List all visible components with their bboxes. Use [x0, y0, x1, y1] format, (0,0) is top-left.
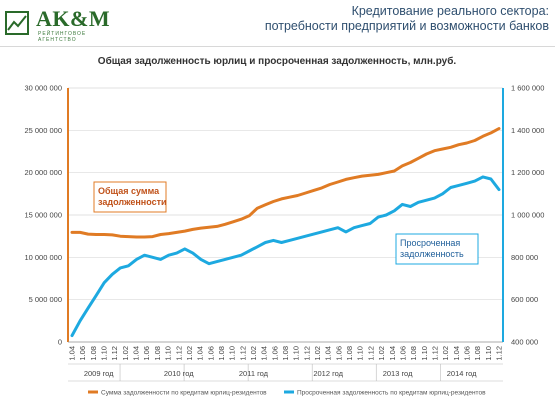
x-tick-label: 1.12: [495, 346, 504, 361]
slide-title-line2: потребности предприятий и возможности ба…: [264, 19, 549, 33]
x-tick-label: 1.12: [110, 346, 119, 361]
overdue-debt-label-text: Просроченная: [400, 238, 460, 248]
x-tick-label: 1.10: [164, 346, 173, 361]
x-tick-label: 1.10: [228, 346, 237, 361]
x-tick-label: 1.08: [409, 346, 418, 361]
y-left-tick-label: 20 000 000: [24, 168, 62, 177]
y-left-tick-label: 25 000 000: [24, 126, 62, 135]
y-right-tick-label: 1 400 000: [511, 126, 544, 135]
x-tick-label: 1.06: [142, 346, 151, 361]
y-right-tick-label: 600 000: [511, 295, 538, 304]
x-tick-label: 1.08: [281, 346, 290, 361]
year-labels: 2009 год 2010 год 2011 год 2012 год 2013 год…: [68, 363, 503, 382]
x-tick-label: 1.02: [377, 346, 386, 361]
x-tick-label: 1.08: [89, 346, 98, 361]
y-left-tick-label: 5 000 000: [29, 295, 62, 304]
chart-title: Общая задолженность юрлиц и просроченная…: [98, 55, 457, 67]
x-tick-label: 1.06: [78, 346, 87, 361]
y-left-tick-label: 15 000 000: [24, 211, 62, 220]
chart-gridlines: [68, 87, 503, 343]
chart-series: [70, 127, 501, 338]
x-tick-label: 1.08: [153, 346, 162, 361]
logo-subtitle: РЕЙТИНГОВОЕ АГЕНТСТВО: [38, 31, 87, 43]
total-debt-label-text: Общая сумма: [98, 186, 160, 196]
overdue-debt-label-text: задолженность: [400, 249, 464, 259]
x-tick-label: 1.06: [398, 346, 407, 361]
y-left-tick-label: 10 000 000: [24, 253, 62, 262]
y-right-tick-label: 1 000 000: [511, 211, 544, 220]
x-tick-label: 1.08: [217, 346, 226, 361]
x-tick-label: 1.04: [260, 346, 269, 361]
x-tick-label: 1.02: [249, 346, 258, 361]
year-label: 2010 год: [164, 369, 194, 378]
x-tick-label: 1.02: [313, 346, 322, 361]
x-tick-label: 1.02: [441, 346, 450, 361]
y-right-tick-label: 400 000: [511, 338, 538, 347]
legend-total-label: Сумма задолженности по кредитам юрлиц-ре…: [101, 390, 267, 397]
total-debt-label-text: задолженности: [98, 197, 167, 207]
y-left-tick-label: 0: [58, 338, 62, 347]
y-right-tick-label: 800 000: [511, 253, 538, 262]
year-label: 2009 год: [84, 369, 114, 378]
logo-emblem-icon: [5, 11, 29, 35]
x-tick-label: 1.12: [238, 346, 247, 361]
year-label: 2013 год: [383, 369, 413, 378]
overdue-debt-label-box: [395, 233, 479, 265]
logo-text: AK&M: [36, 6, 111, 31]
x-tick-label: 1.10: [292, 346, 301, 361]
x-tick-label: 1.04: [68, 346, 77, 361]
x-tick-label: 1.10: [100, 346, 109, 361]
chart-legend: Сумма задолженности по кредитам юрлиц-ре…: [88, 390, 486, 397]
x-tick-label: 1.06: [206, 346, 215, 361]
total-debt-line: [70, 127, 501, 239]
x-tick-label: 1.06: [334, 346, 343, 361]
x-tick-label: 1.04: [132, 346, 141, 361]
x-axis: 1.04 1.06 1.08 1.10 1.12 1.02 1.04 1.06 1.08 1.10…: [68, 346, 504, 361]
year-label: 2014 год: [447, 369, 477, 378]
x-tick-label: 1.04: [196, 346, 205, 361]
y-right-tick-label: 1 200 000: [511, 168, 544, 177]
year-label: 2012 год: [313, 369, 343, 378]
x-tick-label: 1.10: [420, 346, 429, 361]
x-tick-label: 1.02: [185, 346, 194, 361]
x-tick-label: 1.04: [388, 346, 397, 361]
x-tick-label: 1.10: [484, 346, 493, 361]
x-tick-label: 1.12: [366, 346, 375, 361]
x-tick-label: 1.02: [121, 346, 130, 361]
x-tick-label: 1.12: [302, 346, 311, 361]
y-axis-right: 400 000 600 000 800 000 1 000 000 1 200 000 1…: [502, 84, 544, 347]
legend-overdue-label: Просроченная задолженность по кредитам ю…: [297, 390, 486, 397]
x-tick-label: 1.04: [324, 346, 333, 361]
x-tick-label: 1.08: [473, 346, 482, 361]
x-tick-label: 1.04: [452, 346, 461, 361]
y-right-tick-label: 1 600 000: [511, 84, 544, 93]
x-tick-label: 1.12: [430, 346, 439, 361]
company-logo: AK&M РЕЙТИНГОВОЕ АГЕНТСТВО: [4, 4, 124, 43]
slide-header: AK&M РЕЙТИНГОВОЕ АГЕНТСТВО Кредитование …: [0, 0, 555, 47]
x-tick-label: 1.06: [462, 346, 471, 361]
slide-title: Кредитование реального сектора: потребно…: [265, 4, 549, 34]
x-tick-label: 1.06: [270, 346, 279, 361]
x-tick-label: 1.12: [174, 346, 183, 361]
y-axis-left: 0 5 000 000 10 000 000 15 000 000 20 000 000…: [24, 84, 503, 347]
debt-line-chart: Общая задолженность юрлиц и просроченная…: [24, 55, 544, 397]
x-tick-label: 1.10: [356, 346, 365, 361]
x-tick-label: 1.08: [345, 346, 354, 361]
slide-title-line1: Кредитование реального сектора:: [351, 4, 549, 18]
total-debt-label-box: [93, 181, 167, 213]
y-left-tick-label: 30 000 000: [24, 84, 62, 93]
year-label: 2011 год: [239, 369, 269, 378]
overdue-debt-line: [70, 175, 501, 338]
